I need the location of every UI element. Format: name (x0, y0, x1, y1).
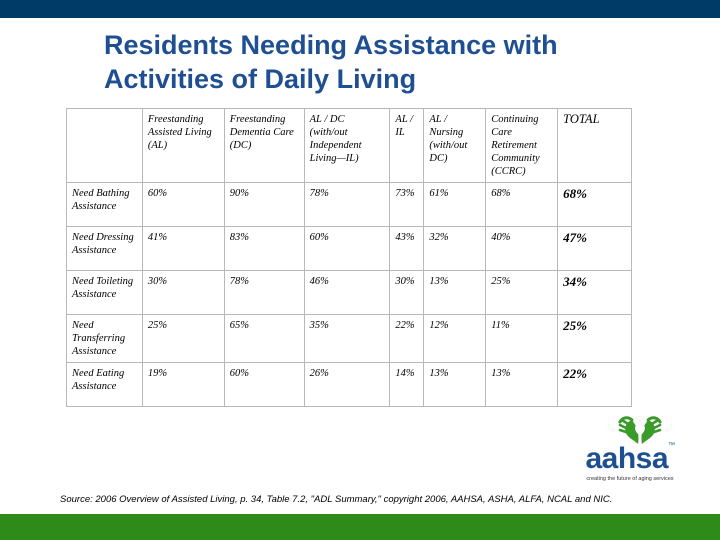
table-cell: 25% (141, 314, 225, 363)
total-cell: 47% (557, 226, 632, 271)
table-cell: 12% (423, 314, 487, 363)
table-row: Need Dressing Assistance 41% 83% 60% 43%… (66, 226, 632, 271)
bottom-spacer (0, 508, 720, 514)
header-cell-total: TOTAL (557, 108, 632, 183)
table-cell: 68% (485, 182, 559, 227)
row-label: Need Bathing Assistance (66, 182, 143, 227)
table-row: Need Bathing Assistance 60% 90% 78% 73% … (66, 182, 632, 227)
table-cell: 65% (223, 314, 305, 363)
table-cell: 40% (485, 226, 559, 271)
aahsa-logo: aahsa™ creating the future of aging serv… (574, 416, 686, 490)
table-cell: 26% (303, 362, 391, 407)
row-label: Need Transferring Assistance (66, 314, 143, 363)
total-cell: 22% (557, 362, 632, 407)
top-banner-bar (0, 0, 720, 18)
header-cell-freestanding-al: Freestanding Assisted Living (AL) (141, 108, 225, 183)
table-row: Need Toileting Assistance 30% 78% 46% 30… (66, 270, 632, 315)
table-cell: 22% (389, 314, 425, 363)
row-label: Need Eating Assistance (66, 362, 143, 407)
table-header-row: Freestanding Assisted Living (AL) Freest… (66, 108, 632, 183)
hands-heart-icon (618, 416, 662, 444)
table-cell: 43% (389, 226, 425, 271)
table-cell: 30% (389, 270, 425, 315)
table-cell: 25% (485, 270, 559, 315)
table-cell: 73% (389, 182, 425, 227)
table-row: Need Transferring Assistance 25% 65% 35%… (66, 314, 632, 363)
logo-tagline: creating the future of aging services (586, 476, 674, 482)
total-cell: 34% (557, 270, 632, 315)
header-cell-freestanding-dc: Freestanding Dementia Care (DC) (223, 108, 305, 183)
bottom-banner-bar (0, 514, 720, 540)
slide-title: Residents Needing Assistance with Activi… (104, 30, 558, 94)
table-cell: 14% (389, 362, 425, 407)
header-cell-empty (66, 108, 143, 183)
header-cell-al-nursing: AL / Nursing (with/out DC) (423, 108, 487, 183)
table-cell: 41% (141, 226, 225, 271)
table-cell: 83% (223, 226, 305, 271)
table-cell: 13% (485, 362, 559, 407)
table-cell: 60% (303, 226, 391, 271)
table-cell: 61% (423, 182, 487, 227)
header-cell-al-dc: AL / DC (with/out Independent Living—IL) (303, 108, 391, 183)
table-cell: 13% (423, 362, 487, 407)
source-citation: Source: 2006 Overview of Assisted Living… (60, 494, 613, 505)
table-cell: 60% (223, 362, 305, 407)
row-label: Need Toileting Assistance (66, 270, 143, 315)
logo-wordmark: aahsa™ (585, 442, 675, 475)
table-cell: 35% (303, 314, 391, 363)
table-cell: 90% (223, 182, 305, 227)
table-cell: 11% (485, 314, 559, 363)
header-cell-al-il: AL / IL (389, 108, 425, 183)
table-cell: 19% (141, 362, 225, 407)
table-row: Need Eating Assistance 19% 60% 26% 14% 1… (66, 362, 632, 407)
table-cell: 60% (141, 182, 225, 227)
table-cell: 78% (303, 182, 391, 227)
total-cell: 25% (557, 314, 632, 363)
adl-table: Freestanding Assisted Living (AL) Freest… (66, 108, 632, 407)
table-cell: 30% (141, 270, 225, 315)
table-cell: 46% (303, 270, 391, 315)
table-cell: 32% (423, 226, 487, 271)
table-cell: 13% (423, 270, 487, 315)
header-cell-ccrc: Continuing Care Retirement Community (CC… (485, 108, 559, 183)
row-label: Need Dressing Assistance (66, 226, 143, 271)
total-cell: 68% (557, 182, 632, 227)
table-cell: 78% (223, 270, 305, 315)
